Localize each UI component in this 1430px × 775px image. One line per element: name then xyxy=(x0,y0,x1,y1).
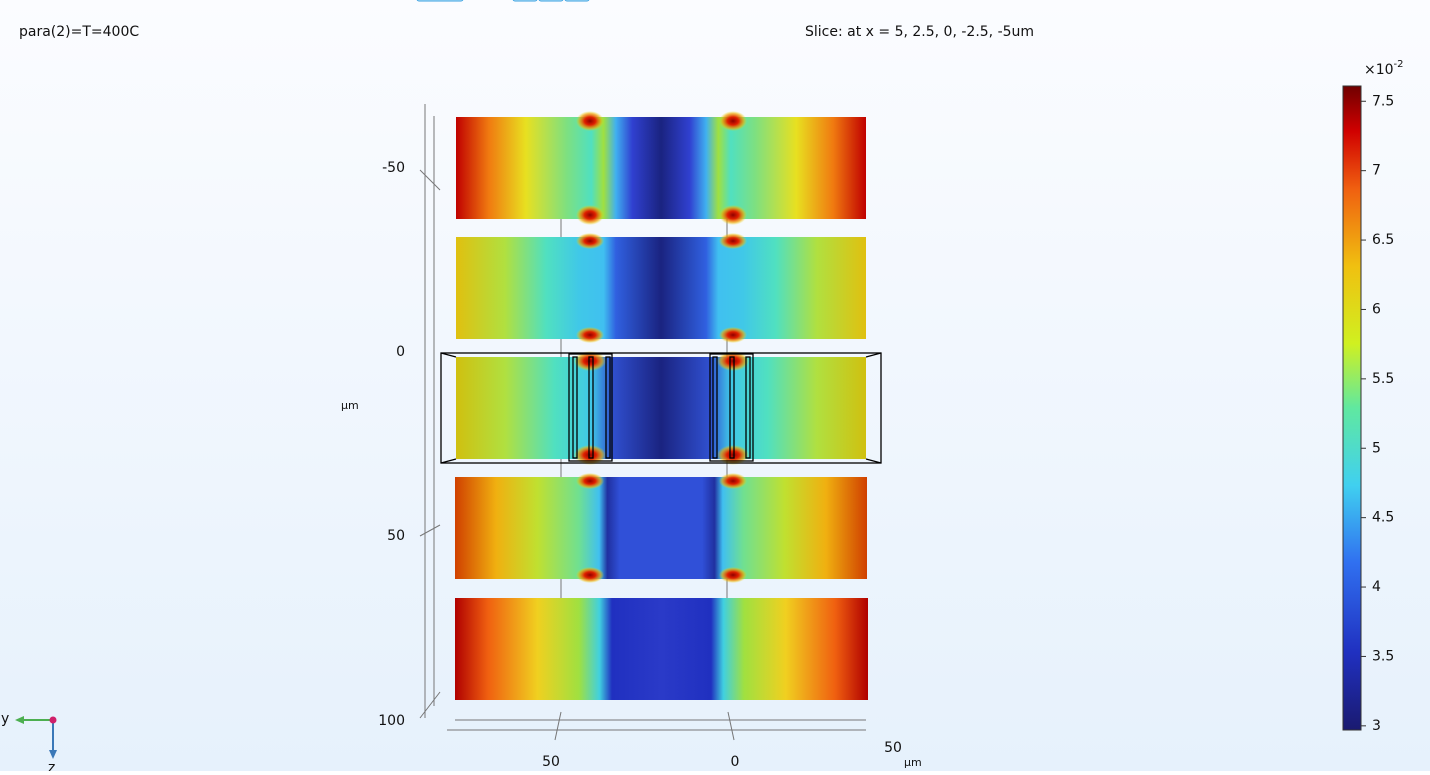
z-tick-label: 100 xyxy=(378,713,405,729)
z-tick-label: -50 xyxy=(382,160,405,176)
toolbar-remnant xyxy=(416,0,590,2)
triad-y: y xyxy=(1,711,9,727)
y-tick-label: 50 xyxy=(884,740,902,756)
colorbar-multiplier: ×10-2 xyxy=(1364,59,1404,78)
triad-z: z xyxy=(48,760,55,771)
slice-label: Slice: at x = 5, 2.5, 0, -2.5, -5um xyxy=(805,24,1034,40)
colorbar-tick-label: 7 xyxy=(1372,163,1381,179)
colorbar-tick-label: 4.5 xyxy=(1372,510,1394,526)
z-tick-label: 50 xyxy=(387,528,405,544)
y-unit: µm xyxy=(904,756,922,769)
colorbar-tick-label: 3.5 xyxy=(1372,648,1394,664)
geometry-wireframe xyxy=(440,352,882,464)
colorbar-tick-label: 7.5 xyxy=(1372,93,1394,109)
colorbar-tick-label: 4 xyxy=(1372,579,1381,595)
plot-label: para(2)=T=400C xyxy=(19,24,139,40)
colorbar-tick-label: 3 xyxy=(1372,718,1381,734)
axis-triad: y z xyxy=(1,711,57,775)
slices xyxy=(455,111,868,700)
colorbar-tick-label: 5 xyxy=(1372,440,1381,456)
colorbar xyxy=(1342,85,1362,731)
colorbar-base: ×10 xyxy=(1364,62,1394,78)
y-tick-label: 50 xyxy=(542,754,560,770)
z-axis-labels: -50 0 50 100 xyxy=(378,160,405,729)
colorbar-tick-label: 5.5 xyxy=(1372,371,1394,387)
colorbar-tick-label: 6.5 xyxy=(1372,232,1394,248)
z-tick-label: 0 xyxy=(396,344,405,360)
colorbar-ticks: 3 3.5 4 4.5 5 5.5 6 6.5 7 7.5 xyxy=(1361,93,1394,734)
z-unit: µm xyxy=(341,399,359,412)
y-axis-labels: 50 0 50 xyxy=(542,740,902,770)
y-tick-label: 0 xyxy=(731,754,740,770)
colorbar-tick-label: 6 xyxy=(1372,301,1381,317)
colorbar-exponent: -2 xyxy=(1394,59,1404,70)
